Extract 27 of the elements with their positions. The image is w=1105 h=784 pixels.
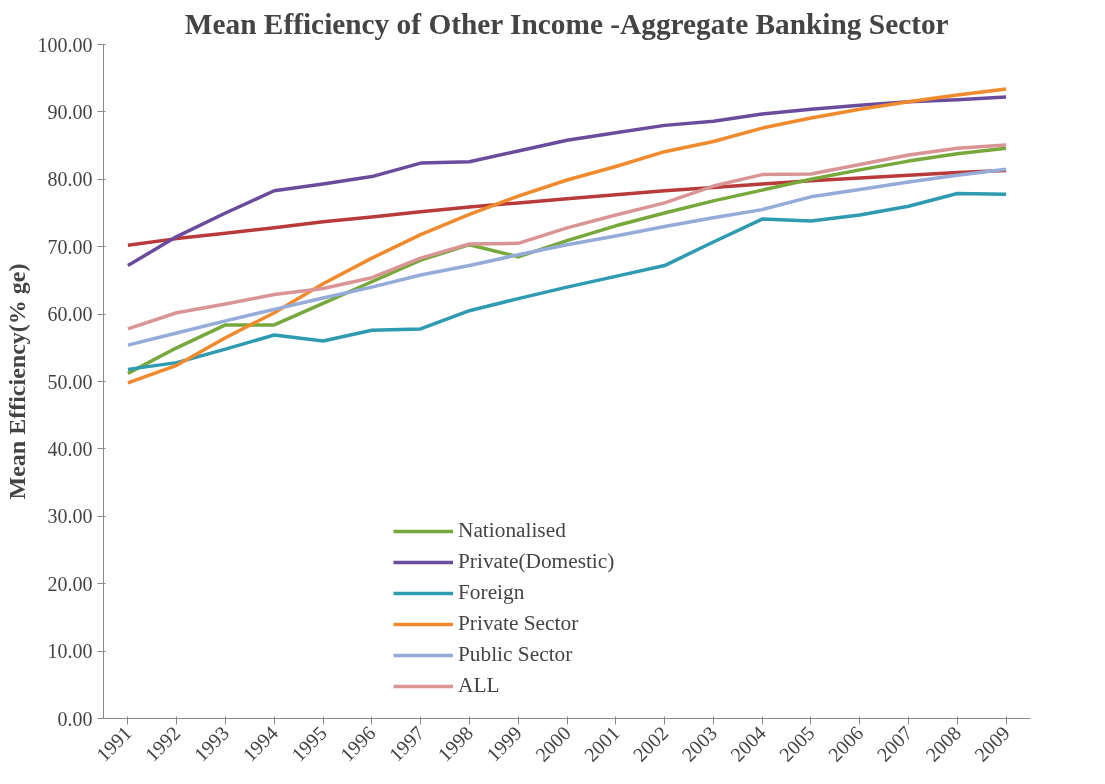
legend-label: Nationalised [458,518,566,543]
line-series [126,95,1008,268]
legend-label: Private Sector [458,611,579,636]
y-tick-label: 100.00 [37,33,93,56]
y-tick-label: 40.00 [47,437,93,460]
legend-label: Private(Domestic) [458,549,615,574]
line-series [126,143,1008,331]
y-tick-label: 30.00 [47,505,93,528]
legend-label: Public Sector [458,642,573,667]
y-tick-label: 60.00 [47,303,93,326]
chart-title: Mean Efficiency of Other Income -Aggregate Banking Sector [184,7,949,40]
legend-label: ALL [458,673,500,698]
y-tick-label: 0.00 [57,707,93,730]
line-series [126,191,1008,372]
y-tick-label: 90.00 [47,100,93,123]
y-tick-label: 50.00 [47,370,93,393]
y-tick-label: 70.00 [47,235,93,258]
legend-label: Foreign [458,580,525,605]
y-tick-label: 20.00 [47,572,93,595]
x-tick-label: 1999 [482,721,526,766]
line-series [126,167,1008,347]
y-tick-label: 10.00 [47,640,93,663]
x-tick-label: 1991 [91,721,136,766]
line-series [126,87,1008,385]
y-axis-title: Mean Efficiency(% ge) [3,263,30,500]
x-tick-label: 2001 [579,721,624,766]
y-tick-label: 80.00 [47,168,93,191]
